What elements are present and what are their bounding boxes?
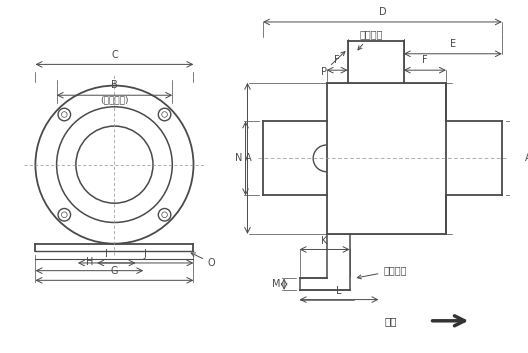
Text: H: H xyxy=(86,257,93,267)
Text: M: M xyxy=(272,279,280,289)
Text: L: L xyxy=(336,286,342,296)
Text: O: O xyxy=(191,253,215,268)
Text: E: E xyxy=(450,39,456,49)
Text: C: C xyxy=(111,49,118,60)
Text: F: F xyxy=(422,55,428,65)
Text: K: K xyxy=(322,235,328,246)
Text: B: B xyxy=(111,80,118,90)
Text: 吐出: 吐出 xyxy=(385,316,398,326)
Text: G: G xyxy=(111,267,118,276)
Text: I: I xyxy=(105,249,108,259)
Text: F: F xyxy=(334,55,340,65)
Text: 取付金具: 取付金具 xyxy=(357,265,407,279)
Text: 圧縮空気: 圧縮空気 xyxy=(358,29,383,50)
Text: D: D xyxy=(379,7,386,17)
Text: J: J xyxy=(144,249,147,259)
Text: A: A xyxy=(525,153,528,163)
Text: A: A xyxy=(244,153,251,163)
Text: (最小内径): (最小内径) xyxy=(100,95,129,104)
Text: N: N xyxy=(235,153,243,163)
Text: P: P xyxy=(320,52,345,77)
